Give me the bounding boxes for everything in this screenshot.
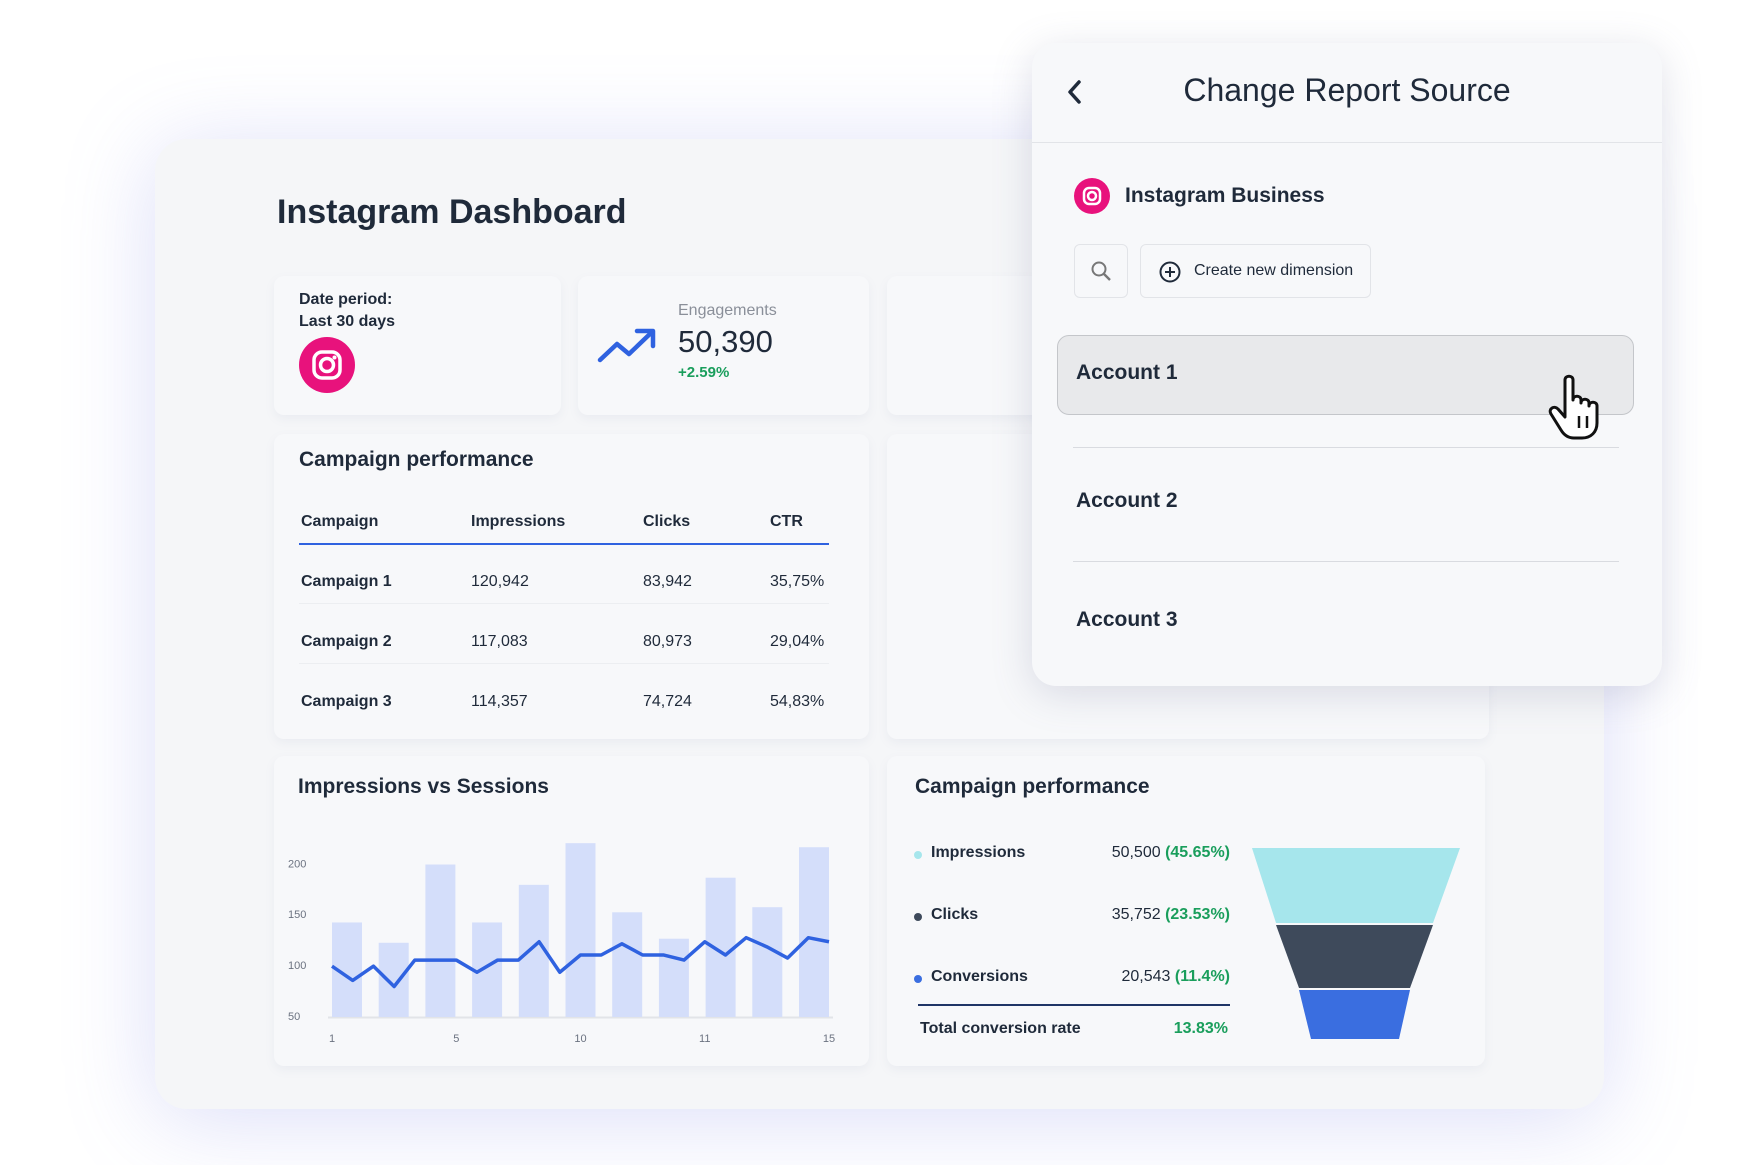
- account-divider: [1073, 561, 1619, 562]
- cell: 117,083: [471, 633, 528, 650]
- search-icon: [1091, 261, 1111, 281]
- table-card: [274, 434, 869, 739]
- bar: [425, 864, 456, 1017]
- bar: [705, 877, 736, 1017]
- source-icon: [1074, 178, 1110, 214]
- funnel-value: 50,500 (45.65%): [1112, 844, 1230, 862]
- funnel-number: 20,543: [1121, 968, 1171, 985]
- funnel-share: (45.65%): [1165, 844, 1230, 861]
- x-tick-label: 11: [699, 1033, 710, 1045]
- account-hover: [1057, 335, 1634, 415]
- cell: 29,04%: [770, 633, 825, 650]
- panel-title: Change Report Source: [1183, 72, 1511, 108]
- column-header: Impressions: [471, 513, 566, 530]
- legend-dot: [914, 975, 922, 983]
- bar: [378, 942, 409, 1017]
- account-option[interactable]: Account 3: [1076, 608, 1178, 631]
- engagements-change: +2.59%: [678, 364, 730, 381]
- y-tick-label: 100: [288, 960, 306, 972]
- table-title: Campaign performance: [299, 448, 534, 471]
- column-header: Clicks: [643, 513, 691, 530]
- cell: 114,357: [471, 693, 528, 710]
- funnel-label: Clicks: [931, 906, 979, 923]
- bar: [799, 847, 829, 1017]
- campaign-table: Campaign Impressions Clicks CTR Campaign 1 12…: [299, 510, 829, 720]
- engagements-card: [578, 276, 869, 415]
- funnel-segment: [1276, 925, 1433, 988]
- bar: [658, 938, 689, 1017]
- chart-title: Impressions vs Sessions: [298, 775, 549, 798]
- column-header: CTR: [770, 513, 803, 530]
- y-tick-label: 150: [288, 909, 306, 921]
- cell: 83,942: [643, 573, 692, 590]
- funnel-label: Conversions: [931, 968, 1028, 985]
- source-name: Instagram Business: [1125, 184, 1325, 207]
- legend-dot: [914, 851, 922, 859]
- account-option[interactable]: Account 1: [1076, 361, 1178, 384]
- cell: 74,724: [643, 693, 692, 710]
- date-value: Last 30 days: [299, 313, 396, 330]
- funnel-title: Campaign performance: [915, 775, 1150, 798]
- account-divider: [1073, 447, 1619, 448]
- bar: [612, 912, 643, 1017]
- funnel-chart: [1252, 848, 1460, 1039]
- bar: [472, 922, 503, 1017]
- funnel-value: 20,543 (11.4%): [1121, 968, 1230, 986]
- date-label: Date period:: [299, 291, 393, 308]
- row-divider: [299, 603, 829, 604]
- legend-dot: [914, 913, 922, 921]
- hand-cursor: [1548, 374, 1599, 440]
- bar: [565, 843, 596, 1017]
- bar: [752, 907, 783, 1017]
- instagram-logo: [299, 337, 355, 393]
- x-tick-label: 15: [823, 1033, 835, 1045]
- funnel-value: 35,752 (23.53%): [1112, 906, 1230, 924]
- create-dimension-button[interactable]: Create new dimension: [1140, 244, 1371, 298]
- total-value: 13.83%: [1173, 1020, 1228, 1037]
- y-tick-label: 50: [288, 1011, 300, 1023]
- row-label: Campaign 1: [301, 573, 392, 590]
- cell: 35,75%: [770, 573, 825, 590]
- account-option[interactable]: Account 2: [1076, 489, 1178, 512]
- row-label: Campaign 2: [301, 633, 392, 650]
- x-tick-label: 10: [574, 1033, 586, 1045]
- engagements-label: Engagements: [678, 302, 777, 319]
- funnel-share: (23.53%): [1165, 906, 1230, 923]
- total-rule: [918, 1004, 1230, 1006]
- trend-icon: [597, 328, 656, 363]
- search-button[interactable]: [1074, 244, 1128, 298]
- engagements-value: 50,390: [678, 324, 773, 359]
- total-label: Total conversion rate: [920, 1020, 1081, 1037]
- plus-icon: [1159, 261, 1181, 283]
- line: [331, 935, 830, 989]
- cell: 54,83%: [770, 693, 825, 710]
- funnel-number: 35,752: [1111, 906, 1161, 923]
- funnel-segment: [1299, 990, 1410, 1039]
- back-button[interactable]: [1062, 78, 1088, 106]
- funnel-legend: Impressions 50,500 (45.65%) Clicks 35,752 (…: [910, 830, 1230, 1050]
- row-divider: [299, 663, 829, 664]
- x-tick-label: 1: [329, 1033, 335, 1045]
- y-tick-label: 200: [288, 858, 306, 870]
- cell: 80,973: [643, 633, 692, 650]
- row-label: Campaign 3: [301, 693, 392, 710]
- dashboard-title: Instagram Dashboard: [277, 193, 627, 231]
- panel-divider: [1032, 142, 1662, 143]
- x-tick-label: 5: [453, 1033, 459, 1045]
- header-rule: [299, 543, 829, 545]
- account-list: Account 1 Account 2 Account 3: [1057, 335, 1634, 665]
- funnel-label: Impressions: [931, 844, 1026, 861]
- funnel-number: 50,500: [1111, 844, 1161, 861]
- cell: 120,942: [471, 573, 529, 590]
- funnel-segment: [1252, 848, 1460, 923]
- create-dimension-label: Create new dimension: [1194, 262, 1354, 279]
- column-header: Campaign: [301, 513, 379, 530]
- funnel-share: (11.4%): [1174, 968, 1230, 985]
